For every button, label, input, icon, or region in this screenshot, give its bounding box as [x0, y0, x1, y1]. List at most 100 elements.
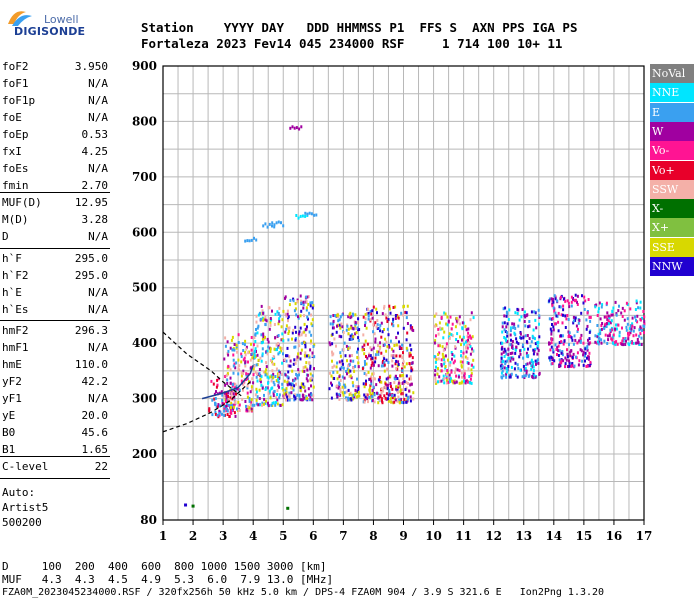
echo-point: [514, 351, 517, 355]
y-tick-label: 700: [132, 170, 157, 184]
echo-point: [286, 380, 289, 384]
echo-point: [374, 337, 377, 341]
echo-point: [251, 356, 254, 360]
param-value: N/A: [88, 230, 108, 243]
echo-point: [236, 407, 238, 411]
echo-point: [472, 316, 475, 320]
echo-point: [234, 366, 237, 370]
echo-point: [451, 353, 454, 356]
echo-point: [381, 401, 384, 405]
echo-point: [272, 355, 275, 358]
echo-point: [238, 388, 241, 392]
echo-point: [393, 381, 396, 384]
echo-point: [393, 376, 396, 380]
echo-point: [348, 337, 351, 341]
echo-point: [564, 299, 567, 303]
x-tick-label: 11: [455, 529, 472, 543]
echo-point: [636, 320, 639, 324]
echo-point: [387, 383, 390, 387]
footer-info: FZA0M_2023045234000.RSF / 320fx256h 50 k…: [2, 587, 605, 598]
echo-point: [442, 355, 445, 359]
echo-point: [380, 397, 383, 401]
param-name: foE: [2, 111, 22, 124]
x-tick-label: 16: [606, 529, 623, 543]
echo-point: [571, 362, 574, 365]
echo-point: [261, 338, 264, 341]
echo-point: [445, 322, 448, 326]
echo-point: [525, 363, 528, 367]
echo-point: [455, 380, 458, 384]
echo-point: [297, 340, 300, 344]
echo-point: [286, 375, 289, 379]
echo-point: [437, 327, 440, 331]
echo-point: [609, 321, 612, 325]
echo-point: [230, 389, 233, 393]
echo-point: [223, 402, 226, 406]
echo-point: [351, 337, 354, 341]
echo-point: [373, 400, 376, 404]
echo-point: [372, 330, 375, 334]
echo-point: [357, 347, 359, 351]
x-tick-label: 8: [369, 529, 377, 543]
echo-point: [445, 372, 448, 376]
echo-point: [311, 351, 314, 355]
echo-point: [299, 314, 302, 318]
echo-point: [500, 341, 503, 345]
echo-point: [566, 365, 569, 368]
echo-point: [534, 318, 537, 322]
echo-point: [215, 390, 217, 394]
param-value: 296.3: [74, 324, 108, 337]
echo-point: [262, 402, 265, 406]
echo-point: [265, 399, 267, 403]
echo-point: [461, 338, 463, 342]
echo-point: [328, 387, 331, 391]
echo-point: [211, 398, 214, 402]
echo-point: [272, 372, 275, 376]
echo-point: [501, 376, 504, 380]
echo-point: [627, 337, 630, 341]
echo-point: [378, 327, 381, 330]
echo-point: [229, 409, 232, 413]
echo-point: [514, 327, 517, 330]
echo-point: [463, 372, 466, 376]
echo-point: [461, 321, 464, 325]
echo-point: [357, 336, 360, 340]
echo-point: [223, 414, 226, 417]
echo-point: [624, 343, 627, 346]
echo-point: [452, 361, 455, 365]
echo-point: [283, 358, 286, 362]
param-row: fmin 2.70: [2, 179, 108, 196]
echo-point: [338, 375, 341, 379]
echo-point: [631, 341, 634, 345]
echo-point: [345, 390, 348, 394]
echo-point: [240, 360, 243, 364]
echo-point: [357, 356, 360, 360]
echo-point: [584, 347, 587, 351]
echo-point: [402, 377, 405, 381]
x-tick-label: 5: [279, 529, 287, 543]
echo-point: [643, 319, 646, 323]
echo-point: [572, 315, 575, 319]
echo-point: [256, 331, 259, 335]
echo-point: [303, 369, 306, 373]
echo-point: [223, 406, 226, 410]
echo-point: [365, 362, 368, 366]
echo-point: [311, 301, 314, 305]
echo-point: [245, 345, 248, 349]
echo-point: [372, 372, 375, 376]
echo-point: [336, 384, 338, 388]
echo-point: [508, 308, 511, 312]
echo-point: [345, 398, 348, 402]
logo-main-text: DIGISONDE: [14, 25, 86, 38]
echo-point: [600, 341, 603, 345]
echo-point: [227, 349, 230, 353]
echo-point: [282, 388, 285, 392]
echo-point: [375, 383, 378, 387]
echo-point: [226, 378, 229, 382]
echo-point: [264, 370, 267, 374]
echo-point: [512, 326, 515, 330]
echo-point: [552, 350, 555, 354]
echo-point: [585, 327, 588, 331]
echo-point: [440, 315, 443, 319]
echo-point: [605, 325, 608, 328]
